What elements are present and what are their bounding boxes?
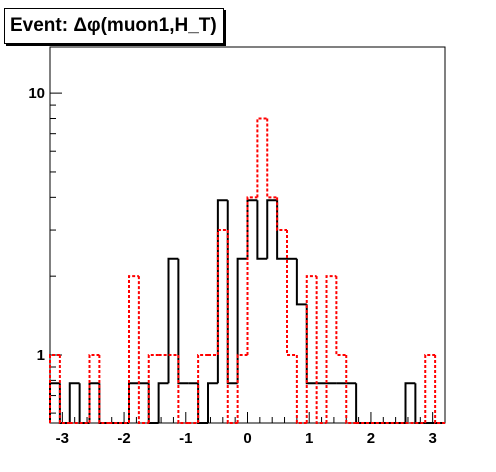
histogram-bin	[58, 355, 70, 424]
histogram-series-2	[49, 117, 445, 424]
histogram-bin	[305, 304, 317, 385]
histogram-bin	[207, 382, 218, 423]
histogram-bin	[197, 354, 208, 423]
x-tick-label: -2	[117, 430, 130, 447]
histogram-bin	[49, 382, 60, 423]
histogram-bin	[295, 355, 307, 424]
histogram-bin	[236, 354, 248, 423]
histogram-bin	[49, 354, 60, 423]
histogram-bin	[266, 118, 278, 199]
histogram-bin	[147, 354, 159, 423]
histogram-bin	[335, 276, 347, 357]
histogram-bin	[98, 383, 110, 424]
histogram-bin	[177, 355, 189, 424]
histogram-bin	[315, 276, 327, 424]
histogram-bin	[167, 257, 179, 384]
x-tick-label: 0	[243, 430, 251, 447]
histogram-bin	[177, 258, 189, 385]
histogram-bin	[246, 199, 258, 259]
histogram-bin	[137, 276, 149, 424]
chart-title: Event: Δφ(muon1,H_T)	[10, 15, 217, 36]
histogram-bin	[88, 354, 100, 423]
histogram-bin	[295, 258, 307, 306]
histogram-bin	[216, 199, 228, 384]
histogram-bin	[256, 117, 268, 198]
y-tick-label: 10	[28, 85, 45, 102]
histogram-bin	[424, 354, 436, 423]
title-box: Event: Δφ(muon1,H_T)	[4, 8, 224, 44]
histogram-bin	[434, 355, 445, 424]
histogram-bin	[128, 275, 139, 423]
histogram-bin	[226, 230, 238, 424]
histogram-bin	[404, 382, 416, 423]
x-tick-label: 3	[428, 430, 436, 447]
histogram-bin	[58, 383, 70, 424]
histogram-bin	[246, 196, 258, 356]
histogram-bin	[286, 230, 297, 357]
histogram-series	[49, 117, 445, 424]
x-tick-label: 2	[367, 430, 375, 447]
histogram-bin	[355, 383, 366, 424]
histogram-bin	[345, 355, 357, 424]
y-tick-label: 1	[37, 347, 45, 364]
histogram-bin	[197, 383, 208, 424]
histogram-bin	[226, 200, 238, 385]
histogram-bin	[147, 383, 159, 424]
tick-labels: -3 -2 -1 0 1 2 3 1 10	[28, 85, 437, 447]
histogram-bin	[276, 197, 287, 232]
histogram-bin	[98, 355, 110, 424]
x-tick-label: 1	[305, 430, 313, 447]
histogram-bin	[157, 382, 169, 423]
histogram-bin	[216, 229, 228, 356]
x-tick-label: -3	[56, 430, 69, 447]
x-tick-label: -1	[179, 430, 192, 447]
histogram-bin	[78, 383, 90, 424]
histogram-bin	[325, 275, 337, 423]
histogram-bin	[68, 382, 80, 423]
histogram-bin	[88, 382, 100, 423]
histogram-bin	[305, 275, 317, 423]
histogram-bin	[256, 200, 268, 260]
histogram-bin	[266, 199, 278, 259]
histogram-bin	[128, 382, 139, 423]
histogram-bin	[236, 257, 248, 384]
